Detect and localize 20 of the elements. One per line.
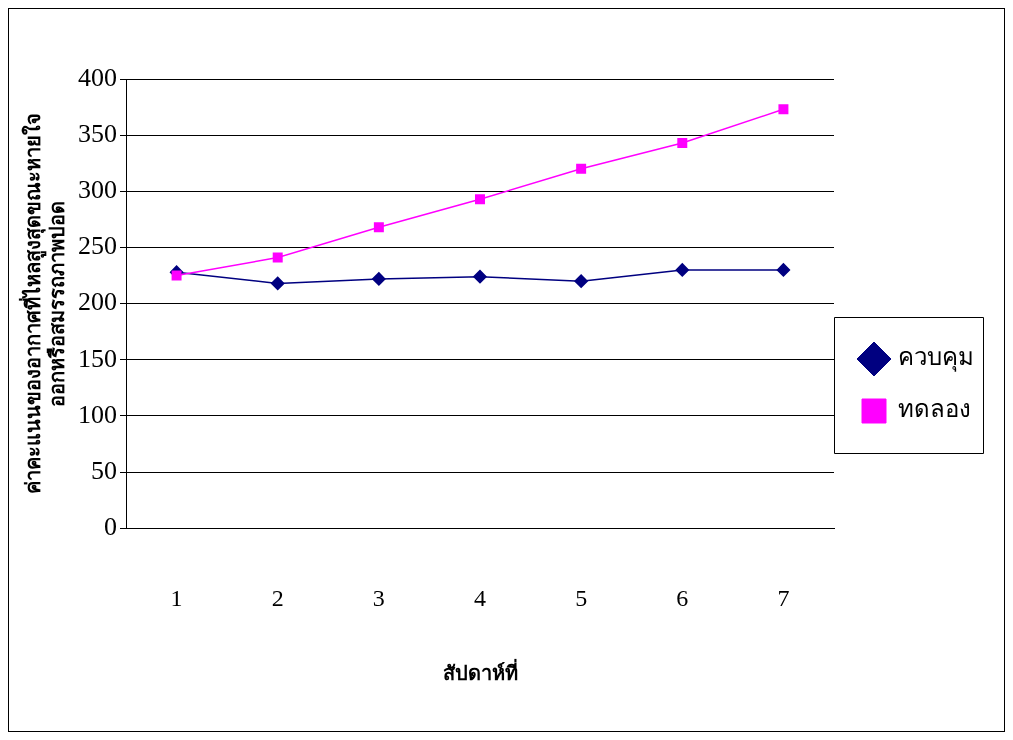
y-tick-label: 250 xyxy=(78,231,117,261)
y-tick-label: 50 xyxy=(91,455,117,485)
y-tick-label: 400 xyxy=(78,62,117,92)
y-tick-label: 100 xyxy=(78,399,117,429)
y-tick-label: 350 xyxy=(78,118,117,148)
x-tick-label: 5 xyxy=(575,584,588,611)
y-tick-label: 150 xyxy=(78,343,117,373)
x-tick-label: 1 xyxy=(170,584,183,611)
y-tick-label: 200 xyxy=(78,287,117,317)
legend-label: ทดลอง xyxy=(898,395,971,424)
x-tick-label: 3 xyxy=(372,584,385,611)
x-tick-label: 4 xyxy=(474,584,486,611)
x-tick-label: 6 xyxy=(676,584,689,611)
y-tick-label: 300 xyxy=(78,175,117,205)
x-tick-label: 2 xyxy=(271,584,284,611)
y-axis-title: ค่าคะแนนของอากาศที่ไหลสูงสุดขณะหายใจ ออกหรือสมรรถภาพปอด xyxy=(18,113,70,495)
x-axis-title: สัปดาห์ที่ xyxy=(442,658,518,686)
y-tick-label: 0 xyxy=(104,512,117,542)
legend-label: ควบคุม xyxy=(898,343,974,373)
x-tick-label: 7 xyxy=(777,584,790,611)
